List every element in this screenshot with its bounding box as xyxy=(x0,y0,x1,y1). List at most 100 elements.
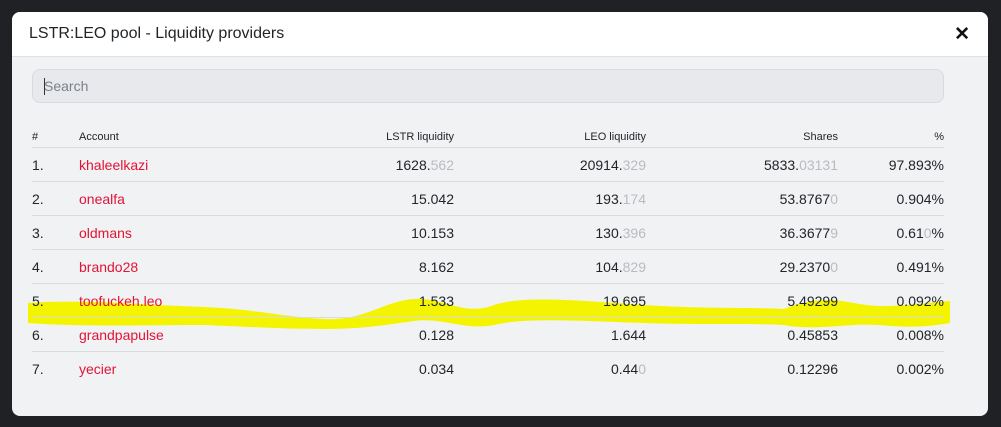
lstr-liquidity-cell-part: 10.153 xyxy=(411,224,454,241)
leo-liquidity-cell-part: 174 xyxy=(622,190,646,207)
leo-liquidity-cell: 1.644 xyxy=(454,317,646,352)
account-cell: toofuckeh.leo xyxy=(79,283,279,318)
shares-cell: 53.87670 xyxy=(646,181,838,216)
shares-cell: 29.23700 xyxy=(646,249,838,284)
account-link[interactable]: grandpapulse xyxy=(79,326,164,343)
account-cell: grandpapulse xyxy=(79,317,279,352)
rank-cell-part: 1. xyxy=(32,156,44,173)
leo-liquidity-cell: 19.695 xyxy=(454,283,646,318)
percent-cell-part: 0.904% xyxy=(896,190,944,207)
leo-liquidity-cell-part: 0.44 xyxy=(610,360,639,377)
search-input[interactable] xyxy=(33,70,943,102)
lstr-liquidity-cell-part: 0.034 xyxy=(418,360,454,377)
percent-cell: 0.008% xyxy=(838,317,944,352)
table-row: 3. oldmans 10.153 130.396 36.36779 0.610% xyxy=(32,215,944,250)
account-link[interactable]: khaleelkazi xyxy=(79,156,149,173)
header-shares: Shares xyxy=(646,127,838,148)
shares-cell-part: 9 xyxy=(830,224,838,241)
lstr-liquidity-cell: 10.153 xyxy=(279,215,454,250)
account-link[interactable]: brando28 xyxy=(79,258,139,275)
header-leo-liquidity: LEO liquidity xyxy=(454,127,646,148)
text-cursor xyxy=(44,78,45,95)
account-cell: onealfa xyxy=(79,181,279,216)
header-rank: # xyxy=(32,127,79,148)
leo-liquidity-cell: 0.440 xyxy=(454,352,646,386)
leo-liquidity-cell-part: 20914. xyxy=(579,156,623,173)
shares-cell: 0.12296 xyxy=(646,352,838,386)
shares-cell-part: 36.3677 xyxy=(779,224,831,241)
account-cell: khaleelkazi xyxy=(79,147,279,182)
lstr-liquidity-cell-part: 562 xyxy=(430,156,454,173)
lstr-liquidity-cell-part: 0.128 xyxy=(418,326,454,343)
percent-cell-part: 0.092% xyxy=(896,292,944,309)
rank-cell-part: 2. xyxy=(32,190,44,207)
header-account: Account xyxy=(79,127,279,148)
percent-cell: 0.904% xyxy=(838,181,944,216)
account-link[interactable]: oldmans xyxy=(79,224,132,241)
percent-cell: 0.092% xyxy=(838,283,944,318)
account-cell: brando28 xyxy=(79,249,279,284)
rank-cell: 3. xyxy=(32,215,79,250)
shares-cell: 0.45853 xyxy=(646,317,838,352)
account-link[interactable]: toofuckeh.leo xyxy=(79,292,163,309)
leo-liquidity-cell-part: 19.695 xyxy=(603,292,646,309)
lstr-liquidity-cell-part: 1.533 xyxy=(418,292,454,309)
rank-cell: 7. xyxy=(32,352,79,386)
lstr-liquidity-cell: 15.042 xyxy=(279,181,454,216)
lstr-liquidity-cell-part: 1628. xyxy=(395,156,431,173)
shares-cell-part: 0 xyxy=(830,258,838,275)
percent-cell-part: 0.491% xyxy=(896,258,944,275)
table-row: 2. onealfa 15.042 193.174 53.87670 0.904% xyxy=(32,181,944,216)
shares-cell: 5833.03131 xyxy=(646,147,838,182)
shares-cell-part: 0 xyxy=(830,190,838,207)
percent-cell: 97.893% xyxy=(838,147,944,182)
rank-cell: 6. xyxy=(32,317,79,352)
liquidity-providers-table: # Account LSTR liquidity LEO liquidity S… xyxy=(32,127,944,385)
header-lstr-liquidity: LSTR liquidity xyxy=(279,127,454,148)
header-percent: % xyxy=(838,127,944,148)
lstr-liquidity-cell: 1.533 xyxy=(279,283,454,318)
lstr-liquidity-cell: 0.128 xyxy=(279,317,454,352)
shares-cell-part: 0.12296 xyxy=(787,360,838,377)
modal-header: LSTR:LEO pool - Liquidity providers ✕ xyxy=(12,12,988,57)
shares-cell-part: 5.49299 xyxy=(787,292,838,309)
leo-liquidity-cell-part: 193. xyxy=(595,190,623,207)
table-row: 1. khaleelkazi 1628.562 20914.329 5833.03131… xyxy=(32,147,944,182)
account-link[interactable]: yecier xyxy=(79,360,117,377)
table-row: 4. brando28 8.162 104.829 29.23700 0.491% xyxy=(32,249,944,284)
leo-liquidity-cell: 130.396 xyxy=(454,215,646,250)
leo-liquidity-cell: 193.174 xyxy=(454,181,646,216)
shares-cell: 36.36779 xyxy=(646,215,838,250)
close-icon[interactable]: ✕ xyxy=(954,23,970,45)
table-header-row: # Account LSTR liquidity LEO liquidity S… xyxy=(32,127,944,148)
rank-cell-part: 6. xyxy=(32,326,44,343)
leo-liquidity-cell-part: 329 xyxy=(622,156,646,173)
rank-cell: 1. xyxy=(32,147,79,182)
percent-cell-part: % xyxy=(931,224,944,241)
rank-cell: 4. xyxy=(32,249,79,284)
leo-liquidity-cell-part: 130. xyxy=(595,224,623,241)
table-row: 7. yecier 0.034 0.440 0.12296 0.002% xyxy=(32,352,944,386)
lstr-liquidity-cell-part: 15.042 xyxy=(411,190,454,207)
account-link[interactable]: onealfa xyxy=(79,190,125,207)
leo-liquidity-cell-part: 396 xyxy=(622,224,646,241)
shares-cell-part: 53.8767 xyxy=(779,190,831,207)
shares-cell-part: 03131 xyxy=(799,156,838,173)
percent-cell-part: 0.008% xyxy=(896,326,944,343)
lstr-liquidity-cell-part: 8.162 xyxy=(418,258,454,275)
shares-cell-part: 0.45853 xyxy=(787,326,838,343)
account-cell: yecier xyxy=(79,352,279,386)
percent-cell-part: 0.61 xyxy=(896,224,924,241)
rank-cell-part: 5. xyxy=(32,292,44,309)
lstr-liquidity-cell: 8.162 xyxy=(279,249,454,284)
rank-cell-part: 4. xyxy=(32,258,44,275)
table-row: 5. toofuckeh.leo 1.533 19.695 5.49299 0.092% xyxy=(32,283,944,318)
rank-cell-part: 3. xyxy=(32,224,44,241)
leo-liquidity-cell-part: 104. xyxy=(595,258,623,275)
leo-liquidity-cell-part: 1.644 xyxy=(610,326,646,343)
percent-cell: 0.002% xyxy=(838,352,944,386)
rank-cell-part: 7. xyxy=(32,360,44,377)
percent-cell-part: 0 xyxy=(923,224,932,241)
shares-cell: 5.49299 xyxy=(646,283,838,318)
search-box[interactable] xyxy=(32,69,944,103)
